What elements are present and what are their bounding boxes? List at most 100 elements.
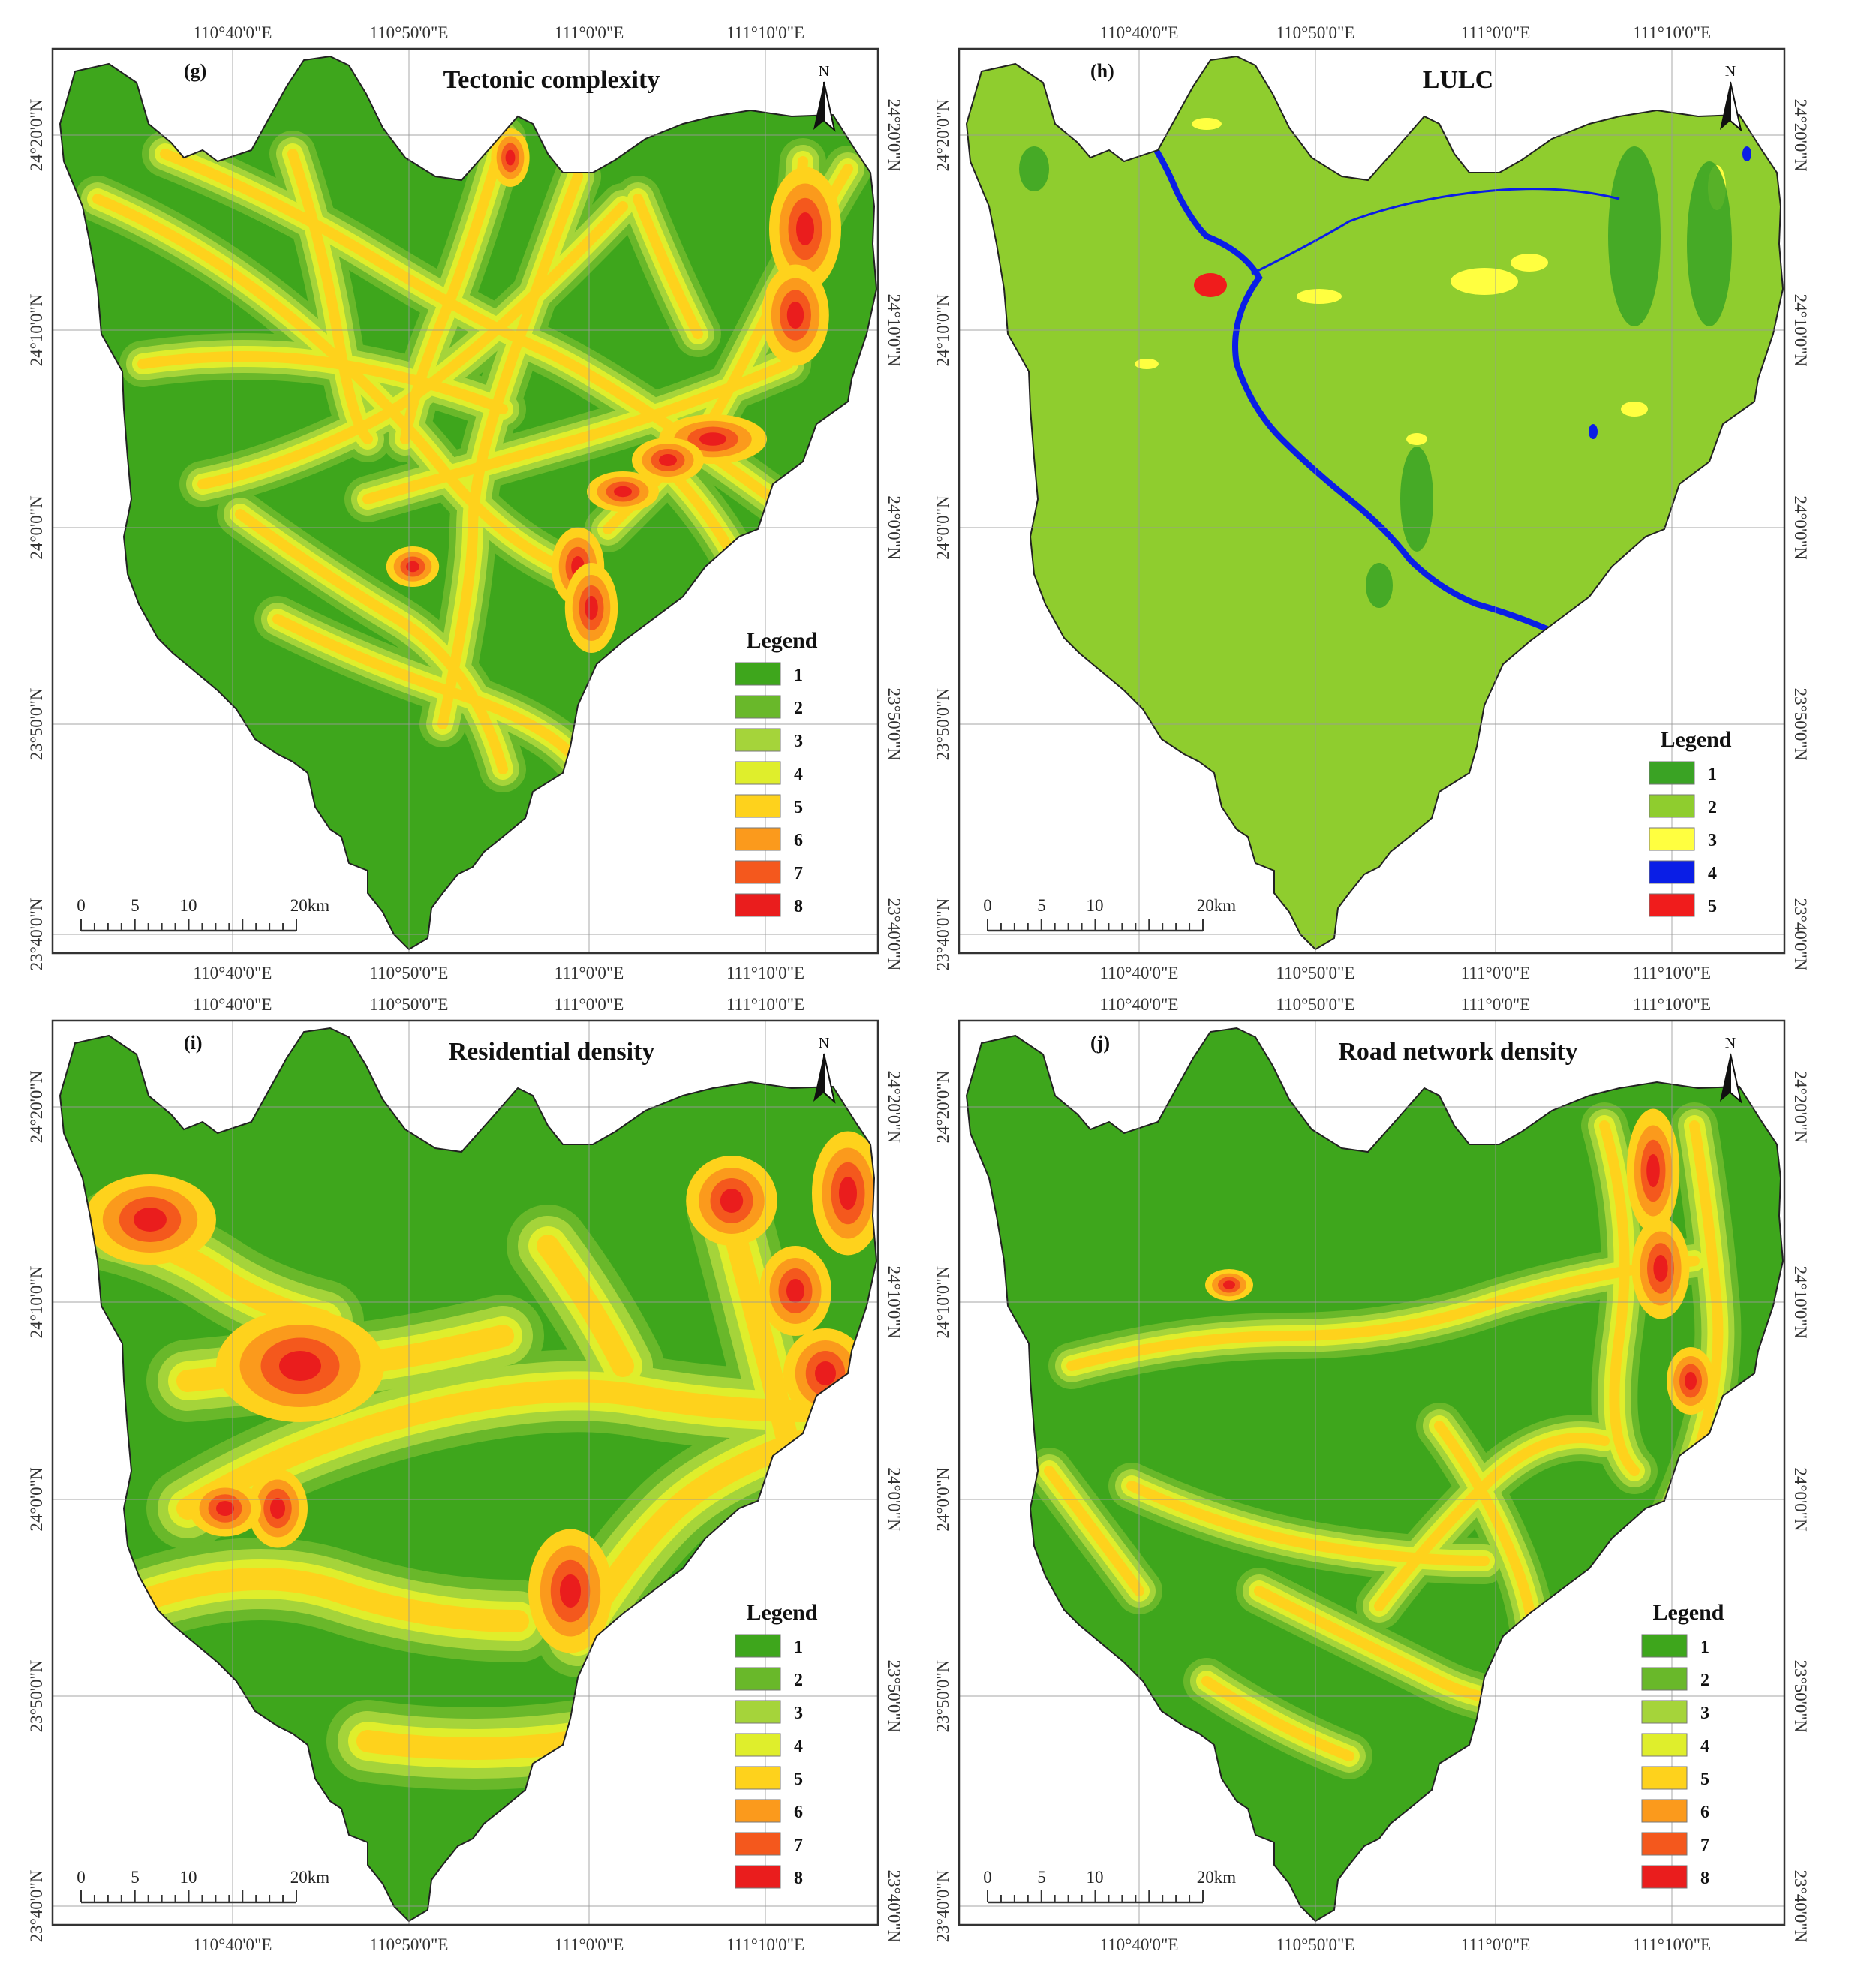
map-panel-i: 110°40'0"E 110°50'0"E 111°0'0"E 111°10'0"E 1… <box>27 995 903 1954</box>
map-panel-h: 110°40'0"E 110°50'0"E 111°0'0"E 111°10'0"E 1… <box>934 23 1810 982</box>
legend-item-label: 7 <box>1700 1836 1709 1855</box>
left-tick-label: 24°0'0"N <box>27 1467 46 1532</box>
bottom-tick-label: 111°10'0"E <box>726 1935 804 1954</box>
left-tick-label: 24°20'0"N <box>27 1070 46 1143</box>
panel-label: (g) <box>184 60 206 82</box>
north-arrow-right <box>1730 81 1742 132</box>
legend-item-label: 1 <box>794 666 803 685</box>
scale-label: 5 <box>1037 896 1046 915</box>
north-arrow-right <box>823 1053 836 1104</box>
legend: Legend 1 2 3 4 5 6 7 8 <box>735 628 818 917</box>
left-tick-label: 24°20'0"N <box>934 1070 952 1143</box>
scale-bar: 0 5 10 20km <box>983 1868 1237 1904</box>
water-patch <box>1742 146 1751 161</box>
legend-item-label: 8 <box>794 897 803 916</box>
bottom-tick-label: 111°0'0"E <box>1461 1935 1531 1954</box>
hotspot-core <box>134 1208 167 1232</box>
top-tick-label: 110°50'0"E <box>370 995 449 1014</box>
density-band <box>287 149 373 444</box>
right-tick-label: 23°50'0"N <box>885 688 903 761</box>
right-tick-label: 23°40'0"N <box>1791 898 1810 971</box>
bottom-tick-label: 110°40'0"E <box>194 1935 272 1954</box>
hotspot-core <box>216 1501 234 1516</box>
scale-label: 10 <box>1087 1868 1104 1887</box>
bottom-tick-label: 110°40'0"E <box>1100 1935 1179 1954</box>
scale-label: 20km <box>1197 1868 1237 1887</box>
legend-item-label: 2 <box>1708 798 1717 817</box>
panel-title: Residential density <box>449 1038 655 1066</box>
hotspots <box>84 1131 876 1653</box>
legend-item-label: 2 <box>1700 1671 1709 1690</box>
legend-swatch <box>1641 1832 1688 1856</box>
legend-item-label: 4 <box>1700 1737 1709 1756</box>
legend-item-label: 6 <box>794 831 803 850</box>
legend-swatch <box>735 1667 781 1691</box>
legend-item-label: 2 <box>794 699 803 718</box>
left-tick-label: 24°0'0"N <box>934 1467 952 1532</box>
bottom-tick-label: 111°10'0"E <box>1633 1935 1711 1954</box>
right-tick-label: 24°20'0"N <box>885 99 903 172</box>
density-band <box>1126 1481 1490 1566</box>
north-arrow-icon: N <box>813 63 836 132</box>
hotspot-core <box>614 486 632 498</box>
bottom-tick-label: 110°40'0"E <box>1100 964 1179 982</box>
bottom-tick-label: 110°50'0"E <box>370 964 449 982</box>
graticule <box>959 1021 1784 1925</box>
legend-swatch <box>735 761 781 785</box>
density-band <box>272 614 583 767</box>
scale-bar: 0 5 10 20km <box>983 896 1236 932</box>
scale-label: 5 <box>131 896 140 915</box>
right-tick-label: 24°10'0"N <box>1791 294 1810 367</box>
legend: Legend 1 2 3 4 5 6 7 8 <box>735 1600 818 1889</box>
cropland-patch <box>1192 118 1222 130</box>
legend-swatch <box>1649 893 1695 917</box>
legend-swatch <box>1649 794 1695 818</box>
legend-swatch <box>1641 1700 1688 1724</box>
hotspot-core <box>796 212 814 245</box>
right-tick-label: 24°0'0"N <box>885 1467 903 1532</box>
north-arrow-icon: N <box>1720 63 1742 132</box>
left-tick-label: 23°50'0"N <box>934 1659 952 1732</box>
legend-item-label: 5 <box>794 1770 803 1789</box>
left-tick-label: 24°20'0"N <box>934 98 952 171</box>
north-arrow-right <box>823 81 836 132</box>
bottom-tick-label: 111°0'0"E <box>1461 964 1531 982</box>
legend-title: Legend <box>1660 727 1731 752</box>
scale-label: 10 <box>1087 896 1104 915</box>
bottom-tick-label: 111°10'0"E <box>726 964 804 982</box>
panel-title: Tectonic complexity <box>443 66 660 94</box>
panel-title: Road network density <box>1338 1038 1577 1066</box>
scale-label: 20km <box>290 1868 330 1887</box>
legend-swatch <box>735 827 781 851</box>
density-band <box>633 194 703 339</box>
left-tick-label: 24°10'0"N <box>934 1265 952 1338</box>
right-tick-label: 23°50'0"N <box>1791 1660 1810 1733</box>
north-arrow-right <box>1730 1053 1742 1104</box>
panel-label: (j) <box>1090 1032 1110 1054</box>
legend-item-label: 4 <box>1708 864 1717 883</box>
north-arrow-icon: N <box>1720 1035 1742 1104</box>
legend-item-label: 1 <box>1700 1638 1709 1657</box>
right-tick-label: 23°50'0"N <box>1791 688 1810 761</box>
north-label: N <box>1725 63 1736 80</box>
hotspot-core <box>659 454 677 466</box>
right-tick-label: 24°20'0"N <box>885 1071 903 1144</box>
map-frame-border <box>958 47 1786 955</box>
right-tick-label: 24°0'0"N <box>1791 495 1810 560</box>
map-panel-g: 110°40'0"E 110°50'0"E 111°0'0"E 111°10'0"E 1… <box>27 23 903 982</box>
forest-patch <box>1687 161 1732 326</box>
map-raster <box>60 56 876 949</box>
legend-swatch <box>735 1865 781 1889</box>
legend-swatch <box>1641 1865 1688 1889</box>
hotspot-core <box>1646 1154 1660 1187</box>
hotspot-core <box>839 1177 857 1210</box>
density-band <box>116 1568 529 1632</box>
right-tick-label: 24°20'0"N <box>1791 1071 1810 1144</box>
legend-item-label: 5 <box>1708 897 1717 916</box>
bottom-tick-label: 110°40'0"E <box>194 964 272 982</box>
scale-bar: 0 5 10 20km <box>77 1868 330 1904</box>
north-label: N <box>819 1035 829 1051</box>
right-tick-label: 23°40'0"N <box>885 1870 903 1943</box>
legend-swatch <box>735 1733 781 1757</box>
north-label: N <box>1725 1035 1736 1051</box>
